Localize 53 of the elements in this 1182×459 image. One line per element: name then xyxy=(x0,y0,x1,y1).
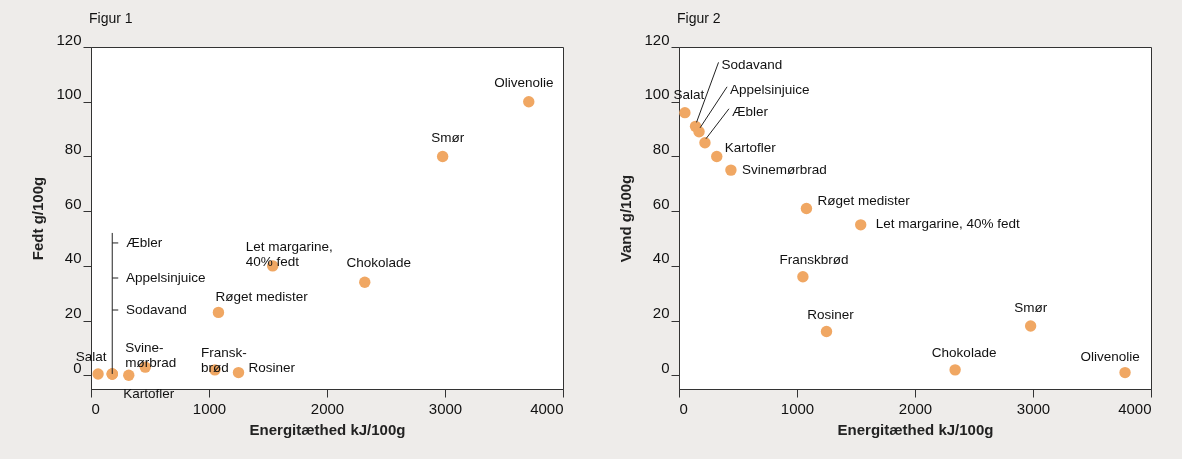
y-axis-title: Vand g/100g xyxy=(617,174,635,263)
x-tick-label: 2000 xyxy=(898,399,933,417)
y-tick-label: 20 xyxy=(64,304,82,322)
y-tick-label: 40 xyxy=(64,249,82,267)
y-tick-label: 20 xyxy=(652,304,670,322)
annotation: Smør xyxy=(431,130,465,146)
x-axis-title: Energitæthed kJ/100g xyxy=(837,420,994,438)
x-tick-label: 1000 xyxy=(192,399,227,417)
x-tick-label: 3000 xyxy=(1016,399,1051,417)
y-tick-label: 120 xyxy=(644,30,670,48)
x-tick-label: 1000 xyxy=(780,399,815,417)
y-tick-label: 80 xyxy=(652,139,670,157)
annotation: Sodavand xyxy=(126,302,187,317)
annotation: Appelsinjuice xyxy=(126,270,206,285)
y-tick-label: 120 xyxy=(56,30,82,48)
annotation: Fransk- brød xyxy=(200,344,247,375)
y-tick-label: 100 xyxy=(644,85,670,103)
annotation: Olivenolie xyxy=(1080,348,1140,364)
annotation: Æbler xyxy=(731,103,769,119)
annotation: Appelsinjuice xyxy=(730,81,810,97)
annotation: Chokolade xyxy=(346,255,412,271)
annotation: Svinemørbrad xyxy=(741,162,827,178)
x-tick-label: 0 xyxy=(679,399,688,417)
chart-title: Figur 1 xyxy=(89,10,133,26)
annotation: Kartofler xyxy=(724,140,777,156)
x-tick-label: 0 xyxy=(91,399,100,417)
y-tick-label: 0 xyxy=(661,358,670,376)
annotation: Sodavand xyxy=(721,57,783,73)
annotation: Let margarine, 40% fedt xyxy=(245,238,333,269)
annotation: Let margarine, 40% fedt xyxy=(875,215,1021,231)
x-tick-label: 3000 xyxy=(428,399,463,417)
annotation: Kartofler xyxy=(123,386,175,402)
y-tick-label: 60 xyxy=(652,194,670,212)
annotation: Røget medister xyxy=(817,193,911,209)
annotation: Franskbrød xyxy=(779,251,849,267)
annotation: Røget medister xyxy=(215,289,309,305)
annotation: Svine- mørbrad xyxy=(125,340,177,371)
y-axis-title: Fedt g/100g xyxy=(29,176,47,261)
y-tick-label: 60 xyxy=(64,194,82,212)
y-tick-label: 40 xyxy=(652,249,670,267)
annotation: Chokolade xyxy=(931,344,997,360)
y-tick-label: 100 xyxy=(56,85,82,103)
annotation: Olivenolie xyxy=(494,74,554,90)
x-tick-label: 4000 xyxy=(1118,399,1152,417)
annotation: Rosiner xyxy=(807,306,855,322)
annotation: Rosiner xyxy=(248,359,296,375)
x-axis-title: Energitæthed kJ/100g xyxy=(249,420,406,438)
x-tick-label: 2000 xyxy=(310,399,345,417)
y-tick-label: 80 xyxy=(64,139,82,157)
annotation: Smør xyxy=(1014,300,1048,316)
annotation: Æbler xyxy=(126,234,163,250)
x-tick-label: 4000 xyxy=(530,399,564,417)
chart-title: Figur 2 xyxy=(677,10,721,26)
